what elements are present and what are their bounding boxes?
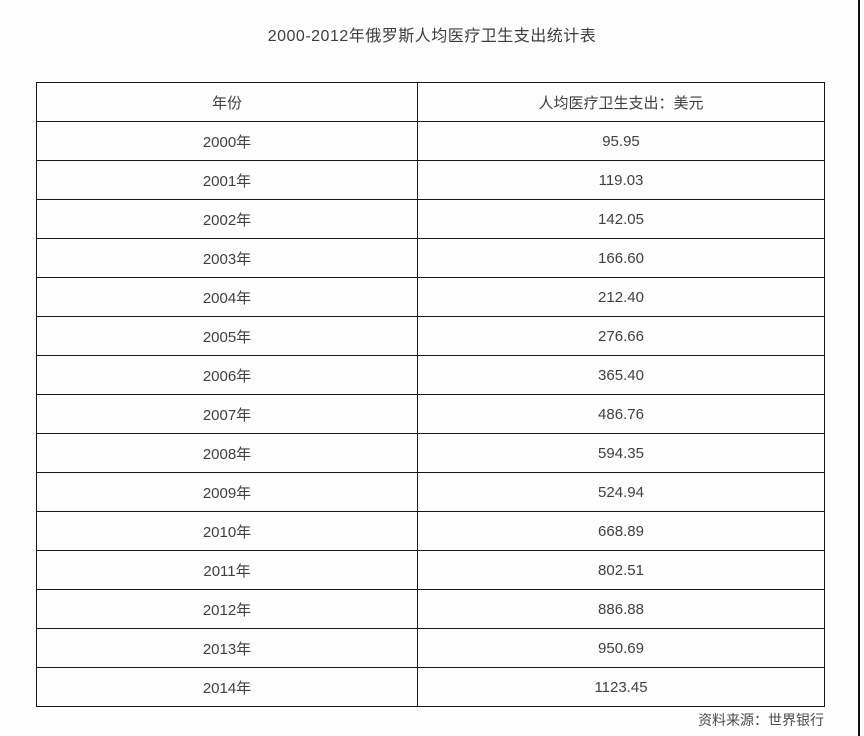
statistics-table: 年份 人均医疗卫生支出：美元 2000年 95.95 2001年 119.03 2002…	[36, 82, 825, 707]
table-row: 2002年 142.05	[36, 199, 825, 239]
table-body: 2000年 95.95 2001年 119.03 2002年 142.05 2003年 166…	[36, 121, 825, 707]
table-row: 2001年 119.03	[36, 160, 825, 200]
value-cell: 142.05	[417, 199, 825, 239]
column-header-expenditure: 人均医疗卫生支出：美元	[417, 82, 825, 122]
table-row: 2012年 886.88	[36, 589, 825, 629]
column-header-year: 年份	[36, 82, 418, 122]
year-cell: 2003年	[36, 238, 418, 278]
value-cell: 365.40	[417, 355, 825, 395]
table-row: 2005年 276.66	[36, 316, 825, 356]
value-cell: 276.66	[417, 316, 825, 356]
year-cell: 2009年	[36, 472, 418, 512]
value-cell: 486.76	[417, 394, 825, 434]
year-cell: 2010年	[36, 511, 418, 551]
table-row: 2013年 950.69	[36, 628, 825, 668]
table-row: 2008年 594.35	[36, 433, 825, 473]
value-cell: 119.03	[417, 160, 825, 200]
right-edge-rule	[858, 0, 860, 736]
year-cell: 2007年	[36, 394, 418, 434]
table-row: 2009年 524.94	[36, 472, 825, 512]
page-title: 2000-2012年俄罗斯人均医疗卫生支出统计表	[267, 28, 597, 45]
value-cell: 524.94	[417, 472, 825, 512]
table-row: 2003年 166.60	[36, 238, 825, 278]
value-cell: 95.95	[417, 121, 825, 161]
value-cell: 212.40	[417, 277, 825, 317]
year-cell: 2001年	[36, 160, 418, 200]
source-note: 资料来源：世界银行	[698, 712, 824, 728]
year-cell: 2008年	[36, 433, 418, 473]
table-row: 2004年 212.40	[36, 277, 825, 317]
table-row: 2006年 365.40	[36, 355, 825, 395]
value-cell: 950.69	[417, 628, 825, 668]
year-cell: 2002年	[36, 199, 418, 239]
table-row: 2011年 802.51	[36, 550, 825, 590]
value-cell: 802.51	[417, 550, 825, 590]
value-cell: 166.60	[417, 238, 825, 278]
year-cell: 2014年	[36, 667, 418, 707]
year-cell: 2011年	[36, 550, 418, 590]
year-cell: 2005年	[36, 316, 418, 356]
table-header-row: 年份 人均医疗卫生支出：美元	[36, 82, 825, 122]
table-row: 2010年 668.89	[36, 511, 825, 551]
year-cell: 2000年	[36, 121, 418, 161]
year-cell: 2006年	[36, 355, 418, 395]
value-cell: 668.89	[417, 511, 825, 551]
table-row: 2000年 95.95	[36, 121, 825, 161]
value-cell: 886.88	[417, 589, 825, 629]
table-row: 2007年 486.76	[36, 394, 825, 434]
year-cell: 2012年	[36, 589, 418, 629]
table-row: 2014年 1123.45	[36, 667, 825, 707]
year-cell: 2004年	[36, 277, 418, 317]
year-cell: 2013年	[36, 628, 418, 668]
value-cell: 594.35	[417, 433, 825, 473]
value-cell: 1123.45	[417, 667, 825, 707]
